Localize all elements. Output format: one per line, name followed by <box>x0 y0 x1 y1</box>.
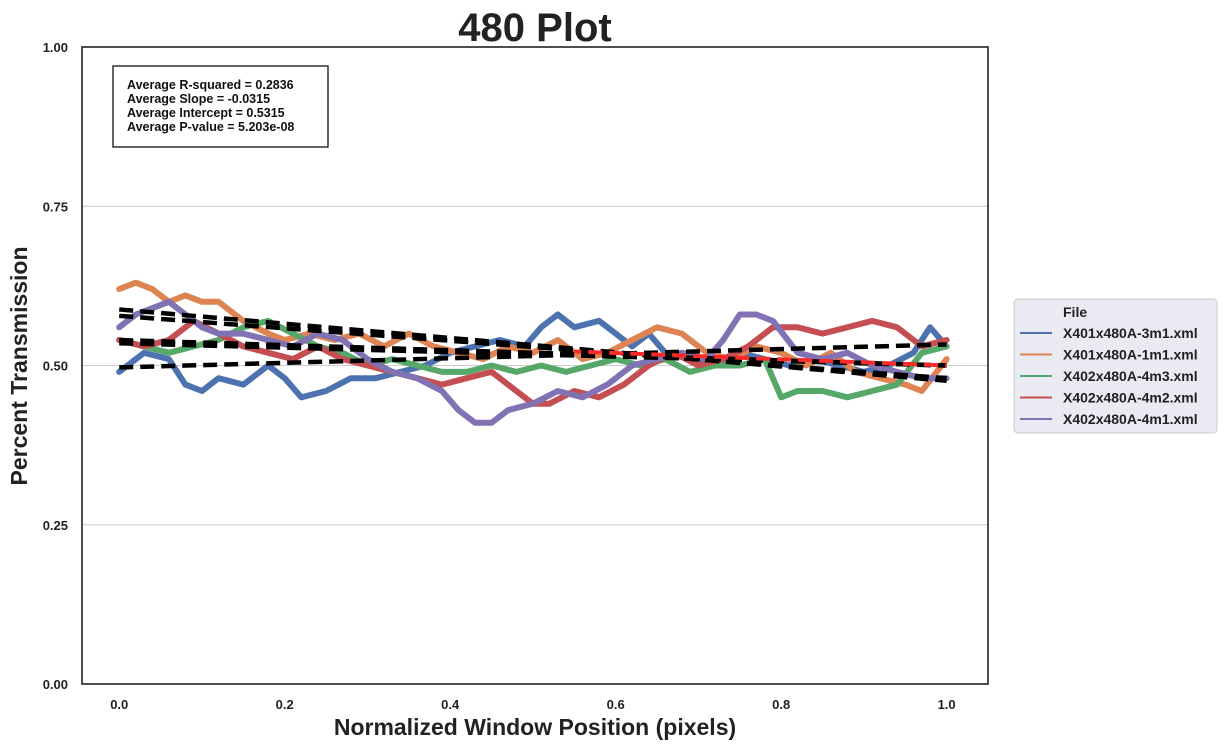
y-tick-labels: 0.00 0.25 0.50 0.75 1.00 <box>43 40 68 692</box>
x-axis-label: Normalized Window Position (pixels) <box>334 714 736 740</box>
fit-line <box>119 307 947 384</box>
legend-entries: X401x480A-3m1.xml X401x480A-1m1.xml X402x4… <box>1020 325 1198 427</box>
plot-frame <box>81 46 989 685</box>
stats-annotation-box: Average R-squared = 0.2836 Average Slope… <box>112 65 329 148</box>
data-series <box>116 279 950 426</box>
legend-box <box>1013 298 1218 434</box>
fit-line <box>119 342 947 370</box>
legend-entry-label: X402x480A-4m3.xml <box>1063 368 1198 384</box>
x-tick-label: 1.0 <box>938 697 956 712</box>
regression-lines <box>119 307 947 384</box>
x-tick-labels: 0.0 0.2 0.4 0.6 0.8 1.0 <box>110 697 955 712</box>
legend-title: File <box>1063 304 1087 320</box>
legend-entry-label: X401x480A-3m1.xml <box>1063 325 1198 341</box>
stat-r-squared: Average R-squared = 0.2836 <box>127 78 294 92</box>
y-tick-label: 0.25 <box>43 518 68 533</box>
legend-entry-label: X401x480A-1m1.xml <box>1063 347 1198 363</box>
legend-entry-label: X402x480A-4m2.xml <box>1063 390 1198 406</box>
stat-p-value: Average P-value = 5.203e-08 <box>127 120 294 134</box>
stat-slope: Average Slope = -0.0315 <box>127 92 270 106</box>
fit-line-red <box>574 349 947 368</box>
y-tick-label: 1.00 <box>43 40 68 55</box>
fit-line <box>119 340 947 368</box>
y-tick-label: 0.00 <box>43 677 68 692</box>
x-tick-label: 0.2 <box>276 697 294 712</box>
fit-line <box>119 337 947 368</box>
x-tick-label: 0.0 <box>110 697 128 712</box>
legend-entry-label: X402x480A-4m1.xml <box>1063 411 1198 427</box>
legend: File X401x480A-3m1.xmlX401x480A-1m1.xmlX… <box>1013 298 1218 434</box>
x-tick-label: 0.8 <box>772 697 790 712</box>
series-line <box>116 298 950 426</box>
stats-box-border <box>112 65 329 148</box>
series-line <box>116 317 950 401</box>
chart-title: 480 Plot <box>458 6 611 50</box>
x-tick-label: 0.6 <box>607 697 625 712</box>
y-tick-label: 0.75 <box>43 199 68 214</box>
stat-intercept: Average Intercept = 0.5315 <box>127 106 285 120</box>
y-axis-label: Percent Transmission <box>6 246 32 485</box>
fit-line <box>119 313 947 381</box>
x-tick-label: 0.4 <box>441 697 460 712</box>
y-tick-label: 0.50 <box>43 359 68 374</box>
